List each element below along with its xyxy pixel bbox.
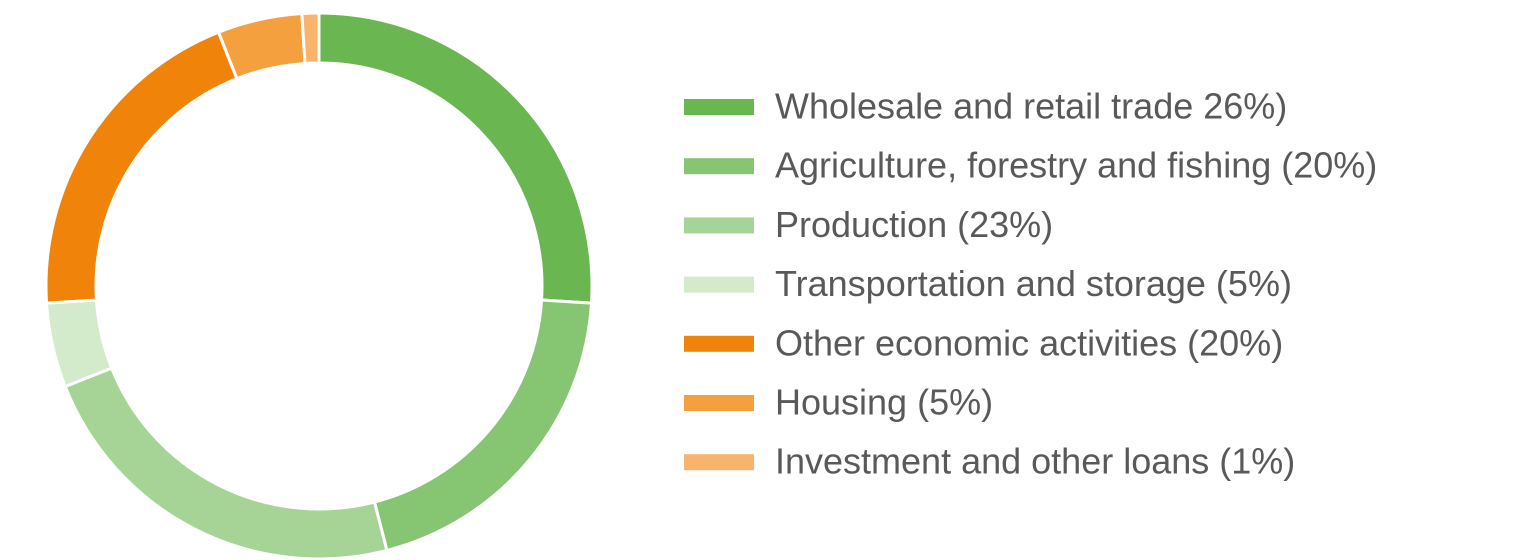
legend-swatch [684, 454, 754, 471]
legend-swatch [684, 395, 754, 411]
donut-segment [44, 298, 114, 389]
legend-label: Other economic activities (20%) [775, 322, 1283, 363]
legend-swatch [684, 217, 754, 234]
legend-label: Investment and other loans (1%) [775, 441, 1295, 482]
legend-label: Agriculture, forestry and fishing (20%) [775, 145, 1377, 186]
legend-label: Wholesale and retail trade 26%) [775, 86, 1287, 127]
donut-segment [372, 298, 594, 553]
donut-segment [317, 11, 594, 305]
donut-segment [63, 366, 389, 560]
legend-swatch [684, 99, 754, 115]
donut-segment [216, 11, 307, 81]
legend-label: Transportation and storage (5%) [775, 263, 1292, 304]
donut-segment [44, 30, 239, 305]
legend-swatch [684, 158, 754, 175]
legend-label: Production (23%) [775, 204, 1053, 245]
legend-label: Housing (5%) [775, 382, 993, 423]
donut-segment [300, 11, 321, 66]
legend-swatch [684, 276, 754, 293]
legend-swatch [684, 335, 754, 352]
